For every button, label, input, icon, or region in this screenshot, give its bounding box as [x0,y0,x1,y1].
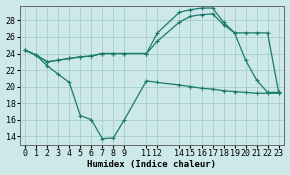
X-axis label: Humidex (Indice chaleur): Humidex (Indice chaleur) [87,160,216,169]
